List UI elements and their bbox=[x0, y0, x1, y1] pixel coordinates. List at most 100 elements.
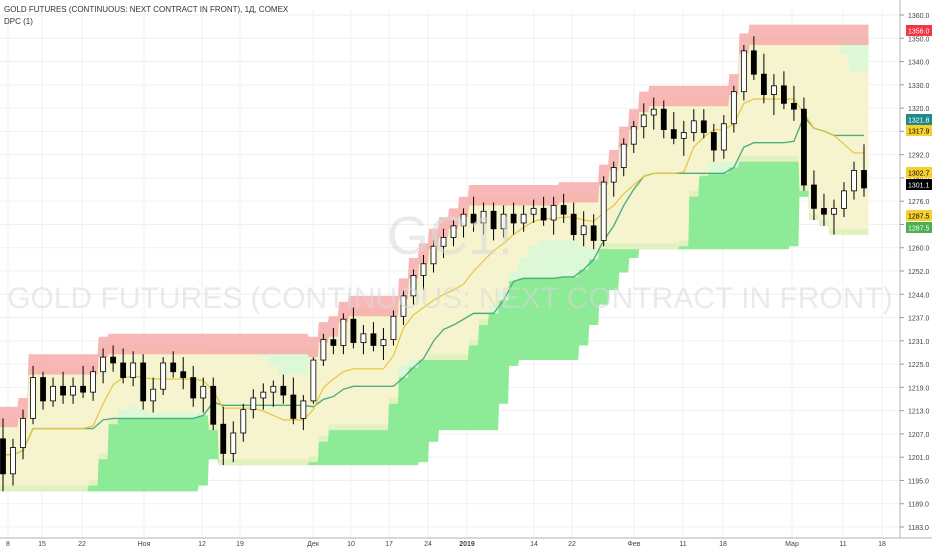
candle-body bbox=[70, 385, 76, 396]
price-label-text: 1301.1 bbox=[908, 183, 930, 190]
candle-body bbox=[10, 447, 16, 475]
x-tick-label: 11 bbox=[679, 541, 686, 548]
candle-body bbox=[20, 417, 26, 448]
candle-body bbox=[440, 237, 447, 247]
indicator-label: DPC (1) bbox=[4, 17, 33, 26]
candle-body bbox=[340, 318, 347, 346]
x-tick-label: 14 bbox=[530, 541, 538, 548]
price-label-text: 1321.8 bbox=[908, 118, 930, 125]
candle-body bbox=[460, 213, 467, 227]
price-label-text: 1287.5 bbox=[908, 214, 930, 221]
candle-body bbox=[770, 85, 777, 95]
y-tick-label: 1201.0 bbox=[908, 455, 930, 462]
x-tick-label: 15 bbox=[38, 541, 46, 548]
x-tick-label: 10 bbox=[347, 541, 355, 548]
candle-body bbox=[100, 356, 107, 373]
x-tick-label: Фев bbox=[628, 541, 641, 548]
channel-band-lower bbox=[0, 155, 869, 492]
candle-body bbox=[700, 120, 707, 133]
candle-body bbox=[841, 190, 847, 209]
candle-body bbox=[600, 181, 607, 241]
candle-body bbox=[861, 170, 867, 189]
candle-body bbox=[640, 114, 647, 128]
y-tick-label: 1350.0 bbox=[908, 36, 930, 43]
candle-body bbox=[821, 207, 827, 215]
candle-body bbox=[560, 205, 567, 215]
candle-body bbox=[781, 85, 787, 104]
y-tick-label: 1219.0 bbox=[908, 385, 930, 392]
candle-body bbox=[120, 362, 127, 378]
x-tick-label: Ноя bbox=[138, 541, 151, 548]
price-label-text: 1356.0 bbox=[908, 29, 930, 36]
candle-body bbox=[130, 362, 137, 378]
candle-body bbox=[290, 394, 297, 419]
x-tick-label: 2019 bbox=[459, 541, 475, 548]
candle-body bbox=[180, 371, 187, 378]
x-tick-label: 22 bbox=[78, 541, 86, 548]
y-tick-label: 1225.0 bbox=[908, 362, 930, 369]
price-axis[interactable]: 1360.01350.01340.01330.01320.01310.01292… bbox=[899, 0, 930, 538]
candle-body bbox=[360, 333, 367, 343]
candle-body bbox=[610, 167, 617, 183]
y-tick-label: 1231.0 bbox=[908, 339, 930, 346]
y-tick-label: 1183.0 bbox=[908, 525, 929, 532]
candle-body bbox=[530, 207, 537, 215]
price-label-text: 1287.5 bbox=[908, 226, 930, 233]
x-tick-label: 8 bbox=[6, 541, 10, 548]
candle-body bbox=[320, 339, 327, 361]
price-label-box bbox=[906, 167, 932, 178]
candle-body bbox=[310, 359, 317, 402]
candle-body bbox=[250, 397, 257, 411]
x-tick-label: 19 bbox=[236, 541, 244, 548]
candle-body bbox=[490, 210, 497, 230]
x-tick-label: 18 bbox=[878, 541, 886, 548]
candle-body bbox=[630, 126, 637, 145]
candle-body bbox=[660, 108, 667, 131]
chart-title: GOLD FUTURES (CONTINUOUS: NEXT CONTRACT … bbox=[4, 5, 289, 14]
candle-body bbox=[230, 432, 237, 454]
price-label-box bbox=[906, 179, 932, 190]
indicator-lines bbox=[3, 98, 864, 456]
candle-body bbox=[200, 385, 207, 399]
candle-body bbox=[480, 210, 487, 224]
candle-body bbox=[350, 318, 357, 343]
x-tick-label: 18 bbox=[719, 541, 727, 548]
candle-body bbox=[260, 391, 267, 399]
candle-body bbox=[300, 400, 307, 419]
candle-body bbox=[210, 385, 217, 425]
y-tick-label: 1340.0 bbox=[908, 60, 930, 67]
candle-body bbox=[50, 385, 56, 402]
y-tick-label: 1360.0 bbox=[908, 13, 930, 20]
candle-body bbox=[400, 295, 407, 317]
x-tick-label: 12 bbox=[198, 541, 206, 548]
x-tick-label: 22 bbox=[568, 541, 576, 548]
candle-body bbox=[80, 385, 86, 393]
x-tick-label: Мар bbox=[785, 541, 799, 548]
candle-body bbox=[750, 50, 757, 75]
candle-body bbox=[330, 339, 337, 346]
y-tick-label: 1195.0 bbox=[908, 478, 929, 485]
price-label-box bbox=[906, 125, 932, 136]
candle-body bbox=[140, 362, 147, 402]
candle-body bbox=[420, 263, 427, 276]
candle-body bbox=[450, 225, 457, 238]
candle-body bbox=[620, 143, 627, 168]
y-tick-label: 1260.0 bbox=[908, 246, 930, 253]
y-tick-label: 1207.0 bbox=[908, 432, 930, 439]
candle-body bbox=[851, 170, 857, 192]
candle-body bbox=[650, 108, 657, 116]
candle-body bbox=[540, 207, 547, 221]
candle-body bbox=[680, 132, 687, 139]
price-labels: 1356.0 1321.8 1317.9 1302.7 1301.1 1287.5 1287… bbox=[906, 25, 932, 233]
candle-body bbox=[270, 385, 277, 393]
x-tick-label: Дек bbox=[307, 541, 320, 548]
candle-body bbox=[500, 213, 507, 230]
candle-body bbox=[150, 388, 157, 402]
candle-body bbox=[670, 129, 677, 139]
y-tick-label: 1213.0 bbox=[908, 409, 930, 416]
time-axis[interactable]: 8 15 22 Ноя 12 19 Дек 10 17 24 2019 14 22 Фев 11 18 Мар 1… bbox=[0, 537, 932, 548]
y-tick-label: 1320.0 bbox=[908, 106, 930, 113]
candle-body bbox=[791, 102, 797, 110]
candle-body bbox=[160, 362, 167, 390]
